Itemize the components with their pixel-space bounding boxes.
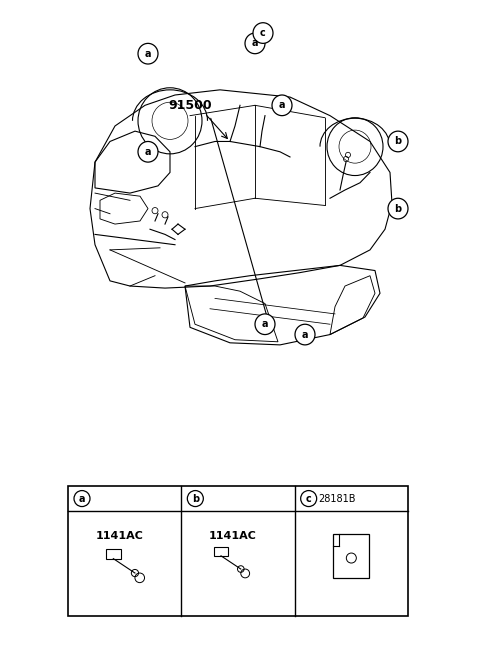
Text: a: a: [145, 49, 151, 58]
Circle shape: [388, 198, 408, 219]
Text: 28181B: 28181B: [319, 493, 356, 504]
Text: 1141AC: 1141AC: [209, 531, 257, 541]
Circle shape: [187, 491, 204, 506]
Circle shape: [253, 23, 273, 43]
Bar: [215, 547, 228, 556]
Text: a: a: [262, 319, 268, 329]
Bar: [106, 549, 120, 559]
Text: a: a: [279, 100, 285, 110]
Circle shape: [388, 131, 408, 152]
Text: a: a: [145, 147, 151, 157]
Circle shape: [138, 142, 158, 162]
Text: a: a: [79, 493, 85, 504]
Circle shape: [272, 95, 292, 115]
Circle shape: [295, 324, 315, 345]
Circle shape: [74, 491, 90, 506]
Circle shape: [255, 314, 275, 335]
Text: b: b: [395, 136, 402, 146]
Circle shape: [300, 491, 317, 506]
Text: 91500: 91500: [168, 99, 212, 112]
Text: 1141AC: 1141AC: [96, 531, 144, 541]
Text: c: c: [260, 28, 266, 38]
Text: b: b: [395, 203, 402, 214]
Text: a: a: [252, 38, 258, 49]
Text: b: b: [192, 493, 199, 504]
Circle shape: [245, 33, 265, 54]
Text: c: c: [306, 493, 312, 504]
Bar: [68, 486, 408, 616]
Text: a: a: [302, 329, 308, 340]
Circle shape: [138, 43, 158, 64]
